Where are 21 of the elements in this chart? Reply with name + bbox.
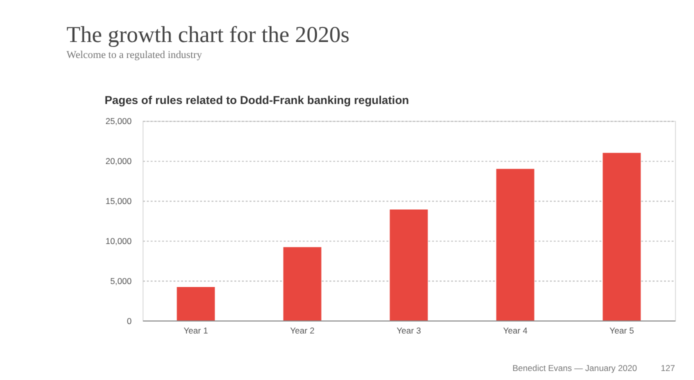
x-tick-label: Year 5 xyxy=(610,325,634,336)
x-tick-label: Year 2 xyxy=(290,325,315,336)
bar xyxy=(602,152,641,321)
chart-subtitle: Welcome to a regulated industry xyxy=(66,50,203,62)
y-tick-label: 10,000 xyxy=(106,236,132,246)
bar xyxy=(390,210,428,321)
x-tick-label: Year 1 xyxy=(184,325,208,336)
y-tick-label: 15,000 xyxy=(106,196,132,206)
bar xyxy=(496,168,534,321)
chart-title: The growth chart for the 2020s xyxy=(66,22,350,47)
x-tick-label: Year 3 xyxy=(396,325,422,336)
text: 127 xyxy=(660,362,676,373)
text: Benedict Evans — January 2020 xyxy=(512,362,638,373)
bar xyxy=(283,247,322,321)
y-tick-label: 0 xyxy=(126,316,132,326)
y-tick-label: 5,000 xyxy=(110,276,132,286)
y-tick-label: 20,000 xyxy=(106,156,132,166)
text: Pages of rules related to Dodd-Frank banking regulation xyxy=(104,94,410,107)
y-tick-label: 25,000 xyxy=(106,116,132,126)
x-tick-label: Year 4 xyxy=(503,325,528,336)
bar xyxy=(176,287,215,321)
